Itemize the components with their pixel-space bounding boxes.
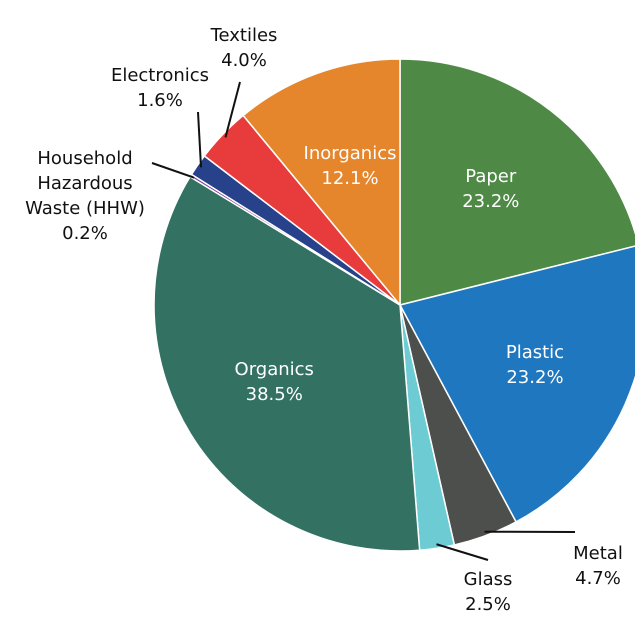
leader-line bbox=[197, 111, 203, 168]
category-name: Inorganics bbox=[303, 143, 397, 165]
value-label: 4.7% bbox=[575, 568, 621, 589]
slice-label: Organics 38.5% bbox=[235, 357, 314, 407]
value-label: 12.1% bbox=[321, 168, 379, 190]
value-label: 23.2% bbox=[506, 366, 564, 388]
pie-slice bbox=[399, 58, 635, 306]
value-label: 2.5% bbox=[465, 594, 511, 615]
category-name: Household Hazardous Waste (HHW) bbox=[25, 148, 145, 219]
category-name: Metal bbox=[573, 543, 623, 564]
category-name: Paper bbox=[465, 165, 517, 187]
pie-slice bbox=[398, 245, 635, 523]
leader-line bbox=[224, 81, 241, 138]
value-label: 23.2% bbox=[462, 190, 520, 212]
value-label: 1.6% bbox=[137, 90, 183, 111]
category-name: Organics bbox=[234, 359, 314, 381]
slice-label: Plastic 23.2% bbox=[506, 340, 564, 390]
value-label: 4.0% bbox=[221, 50, 267, 71]
value-label: 0.2% bbox=[62, 223, 108, 244]
category-name: Glass bbox=[463, 569, 513, 590]
slice-label: Paper 23.2% bbox=[462, 164, 519, 214]
pie-slice bbox=[242, 58, 401, 308]
slice-label: Glass 2.5% bbox=[464, 567, 513, 617]
slice-label: Electronics 1.6% bbox=[111, 63, 209, 113]
slice-label: Household Hazardous Waste (HHW) 0.2% bbox=[10, 146, 160, 246]
slice-label: Metal 4.7% bbox=[573, 541, 623, 591]
category-name: Textiles bbox=[210, 25, 278, 46]
slice-label: Inorganics 12.1% bbox=[304, 141, 397, 191]
slice-label: Textiles 4.0% bbox=[211, 23, 278, 73]
leader-line bbox=[436, 543, 489, 561]
value-label: 38.5% bbox=[245, 384, 303, 406]
category-name: Electronics bbox=[110, 65, 210, 86]
category-name: Plastic bbox=[505, 341, 565, 363]
pie-slice bbox=[153, 175, 421, 552]
leader-line bbox=[151, 162, 195, 179]
